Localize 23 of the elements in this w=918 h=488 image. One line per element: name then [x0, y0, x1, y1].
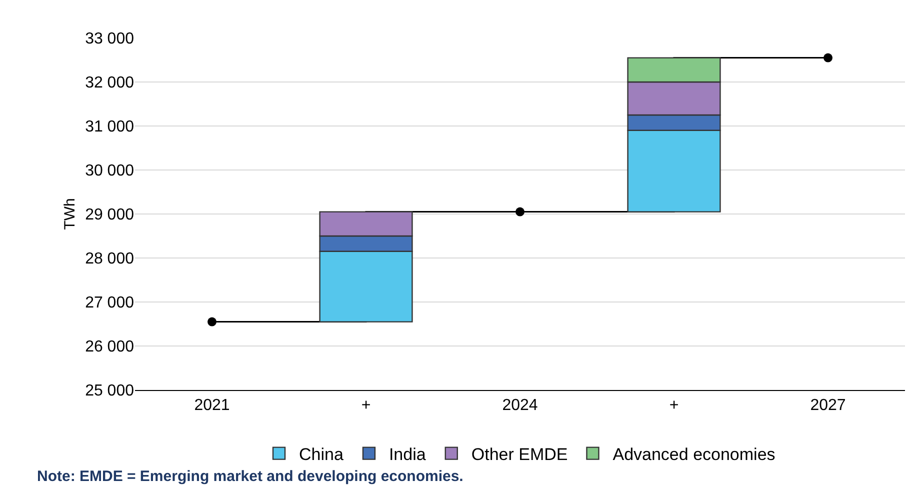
x-tick-label: 2021: [194, 397, 230, 414]
legend-label: Other EMDE: [471, 444, 568, 464]
x-tick-label: +: [669, 397, 679, 414]
y-tick-label: 26 000: [85, 338, 134, 356]
y-tick-label: 32 000: [85, 74, 134, 92]
y-tick-label: 33 000: [85, 30, 134, 48]
legend-label: China: [299, 444, 344, 464]
point: [824, 53, 832, 62]
legend-label: India: [388, 444, 426, 464]
x-tick-label: 2027: [810, 397, 846, 414]
x-tick-label: 2024: [502, 397, 538, 414]
text: Note: EMDE = Emerging market and developing economies.: [37, 468, 464, 485]
point: [208, 317, 216, 326]
point: [516, 207, 524, 216]
y-tick-label: 30 000: [85, 162, 134, 180]
legend-label: Advanced economies: [612, 444, 776, 464]
y-tick-label: 25 000: [85, 382, 134, 400]
y-tick-label: 28 000: [85, 250, 134, 268]
y-tick-label: 27 000: [85, 294, 134, 312]
y-tick-label: 31 000: [85, 118, 134, 136]
y-tick-label: 29 000: [85, 206, 134, 224]
x-tick-label: +: [361, 397, 371, 414]
y-axis-title: TWh: [61, 198, 78, 230]
